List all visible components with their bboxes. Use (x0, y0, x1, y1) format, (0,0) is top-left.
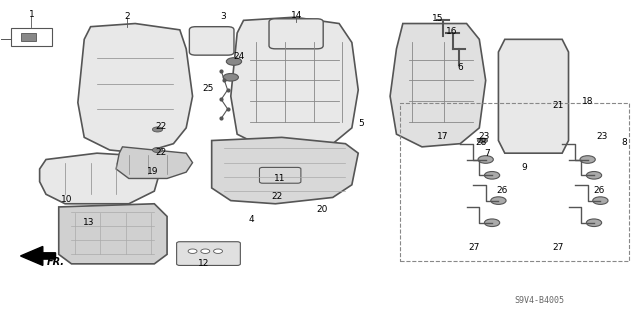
Text: 1: 1 (28, 10, 34, 19)
Text: 22: 22 (155, 148, 166, 157)
Text: 11: 11 (274, 174, 285, 183)
Circle shape (477, 138, 488, 143)
Polygon shape (212, 137, 358, 204)
Text: 22: 22 (155, 122, 166, 131)
Text: 20: 20 (316, 205, 328, 214)
Text: 25: 25 (203, 84, 214, 93)
Polygon shape (390, 24, 486, 147)
Polygon shape (499, 39, 568, 153)
Polygon shape (40, 153, 161, 204)
Text: 7: 7 (484, 149, 490, 158)
Circle shape (227, 58, 242, 65)
Text: 19: 19 (147, 167, 158, 176)
Circle shape (593, 197, 608, 204)
Circle shape (152, 147, 163, 152)
Text: 10: 10 (61, 195, 73, 204)
Polygon shape (78, 24, 193, 153)
Text: 12: 12 (198, 259, 209, 268)
Circle shape (201, 249, 210, 253)
FancyBboxPatch shape (259, 167, 301, 183)
Text: FR.: FR. (47, 257, 65, 267)
Text: 13: 13 (83, 218, 95, 226)
FancyBboxPatch shape (177, 242, 241, 265)
Circle shape (586, 219, 602, 226)
Bar (11, 28, 52, 46)
Text: 15: 15 (431, 14, 443, 23)
Text: 24: 24 (234, 52, 244, 61)
Polygon shape (59, 204, 167, 264)
Text: 6: 6 (458, 63, 463, 72)
Text: 17: 17 (437, 132, 449, 141)
FancyBboxPatch shape (189, 27, 234, 55)
Text: 9: 9 (521, 163, 527, 172)
Bar (20, 33, 36, 41)
Text: 5: 5 (358, 119, 364, 128)
Text: 27: 27 (552, 243, 563, 252)
Text: 23: 23 (596, 132, 607, 141)
Circle shape (484, 172, 500, 179)
FancyBboxPatch shape (269, 19, 323, 49)
Text: 26: 26 (593, 186, 605, 195)
Text: 2: 2 (124, 12, 130, 21)
Text: 23: 23 (478, 132, 490, 141)
Text: S9V4-B4005: S9V4-B4005 (515, 296, 565, 305)
Text: 21: 21 (552, 100, 563, 110)
Text: 28: 28 (475, 137, 486, 147)
Bar (399, 103, 629, 261)
Circle shape (478, 156, 493, 163)
Text: 16: 16 (445, 27, 457, 36)
Circle shape (188, 249, 197, 253)
Circle shape (491, 197, 506, 204)
Circle shape (152, 127, 163, 132)
Text: 18: 18 (582, 97, 593, 107)
Circle shape (484, 219, 500, 226)
Polygon shape (20, 247, 56, 265)
Polygon shape (116, 147, 193, 178)
Text: 3: 3 (220, 12, 226, 21)
Circle shape (214, 249, 223, 253)
Text: 26: 26 (496, 186, 508, 195)
Text: 22: 22 (271, 192, 282, 201)
Circle shape (586, 172, 602, 179)
Circle shape (580, 156, 595, 163)
Text: 27: 27 (468, 243, 480, 252)
Circle shape (223, 73, 239, 81)
Polygon shape (231, 17, 358, 150)
Text: 8: 8 (621, 137, 627, 147)
Text: 14: 14 (291, 11, 302, 20)
Text: 4: 4 (248, 215, 254, 224)
